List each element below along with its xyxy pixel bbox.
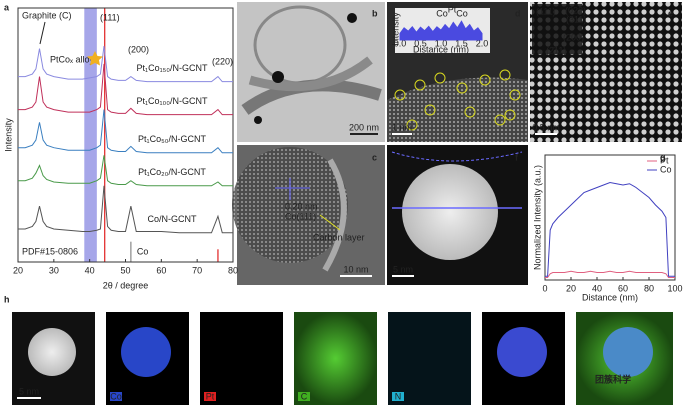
- plane-label: (311): [566, 14, 586, 24]
- x-tick-label: 0.0: [394, 38, 407, 48]
- series-line: [18, 46, 233, 83]
- series-line: [545, 181, 675, 277]
- series-line: [18, 109, 233, 154]
- panel-h-images: [12, 312, 673, 405]
- panel-letter: a: [4, 2, 10, 12]
- y-axis-label: Intensity: [390, 12, 400, 46]
- element-chip: [110, 392, 122, 401]
- annotation: 0.20 nm: [285, 201, 318, 211]
- panel-e-image: [530, 2, 682, 142]
- series-label: Pt₁Co₁₀₀/N-GCNT: [136, 96, 208, 106]
- panel-letter: d: [515, 8, 521, 18]
- panel-letter: g: [660, 152, 666, 162]
- panel-letter: e: [668, 8, 673, 18]
- x-tick-label: 50: [120, 265, 130, 275]
- element-label: C: [301, 391, 308, 401]
- scale-label: 5 nm: [393, 264, 413, 274]
- x-tick-label: 60: [156, 265, 166, 275]
- series-line: [18, 155, 233, 187]
- element-chip: [392, 392, 404, 401]
- panel-letter: h: [4, 294, 10, 304]
- panel-d-image: [387, 2, 528, 142]
- x-tick-label: 1.0: [435, 38, 448, 48]
- annotation: Co(111): [285, 211, 316, 221]
- watermark: 团簇科学: [595, 373, 631, 384]
- x-tick-label: 70: [192, 265, 202, 275]
- x-tick-label: 40: [592, 283, 602, 293]
- panel-letter: f: [515, 152, 519, 162]
- panel-letter: b: [372, 8, 378, 18]
- annotation: (111): [100, 12, 120, 22]
- x-tick-label: 80: [644, 283, 654, 293]
- y-axis-label: Intensity: [3, 118, 13, 152]
- element-label: N: [395, 391, 402, 401]
- panel-letter: c: [372, 152, 377, 162]
- x-tick-label: 20: [13, 265, 23, 275]
- x-tick-label: 80: [228, 265, 238, 275]
- x-tick-label: 60: [618, 283, 628, 293]
- series-label: Pt₁Co₅₀/N-GCNT: [138, 134, 206, 144]
- element-chip: [204, 392, 216, 401]
- x-tick-label: 100: [667, 283, 682, 293]
- plane-label: (111): [536, 6, 556, 16]
- element-label: Pt: [206, 391, 215, 401]
- x-tick-label: 2.0: [476, 38, 489, 48]
- x-tick-label: 20: [566, 283, 576, 293]
- series-label: Co/N-GCNT: [148, 214, 198, 224]
- legend-label: Co: [660, 164, 672, 174]
- x-tick-label: 40: [85, 265, 95, 275]
- plane-label: (2̄11): [546, 45, 566, 55]
- annotation: PtCoₓ alloy: [50, 54, 94, 64]
- x-tick-label: 30: [49, 265, 59, 275]
- star: [87, 51, 103, 66]
- element-chip: [298, 392, 310, 401]
- legend-label: Pt: [660, 155, 669, 165]
- highlight-band: [84, 8, 97, 262]
- annotation: Co: [456, 8, 468, 18]
- series-line: [18, 63, 233, 116]
- y-axis-label: Normalized Intensity (a.u.): [532, 165, 542, 270]
- reference-label: PDF#15-0806: [22, 246, 78, 256]
- series-label: Pt₁Co₁₅₀/N-GCNT: [137, 63, 208, 73]
- scale-label: 200 nm: [349, 122, 379, 132]
- area: [399, 20, 483, 41]
- panel-c-image: [232, 145, 385, 285]
- panel-f-image: [387, 145, 528, 285]
- plane-label: (200): [563, 32, 584, 42]
- series-line: [545, 270, 675, 278]
- scale-label: 5 nm: [19, 386, 39, 396]
- annotation: Co: [436, 8, 448, 18]
- plane-label: (022): [565, 5, 586, 15]
- scale-label: 10 nm: [343, 264, 368, 274]
- series-line: [18, 185, 233, 234]
- annotation: Carbon layer: [313, 232, 365, 242]
- element-label: Co: [110, 391, 122, 401]
- reference-name: Co: [137, 246, 149, 256]
- panel-b-image: [237, 2, 385, 142]
- annotation: (200): [128, 44, 149, 54]
- x-axis-label: Distance (nm): [582, 292, 638, 302]
- scale-label: 0.5 nm: [532, 122, 560, 132]
- arrow: [39, 21, 46, 45]
- x-tick-label: 1.5: [455, 38, 468, 48]
- annotation: Graphite (C): [22, 10, 72, 20]
- x-tick-label: 0.5: [414, 38, 427, 48]
- series-label: Pt₁Co₂₀/N-GCNT: [138, 167, 206, 177]
- x-axis-label: 2θ / degree: [103, 280, 149, 290]
- scale-label: 1 nm: [392, 122, 412, 132]
- x-axis-label: Distance (nm): [413, 44, 469, 54]
- x-tick-label: 0: [542, 283, 547, 293]
- annotation: Pt: [448, 4, 457, 14]
- plot-frame: [544, 154, 676, 281]
- annotation: (220): [212, 56, 233, 66]
